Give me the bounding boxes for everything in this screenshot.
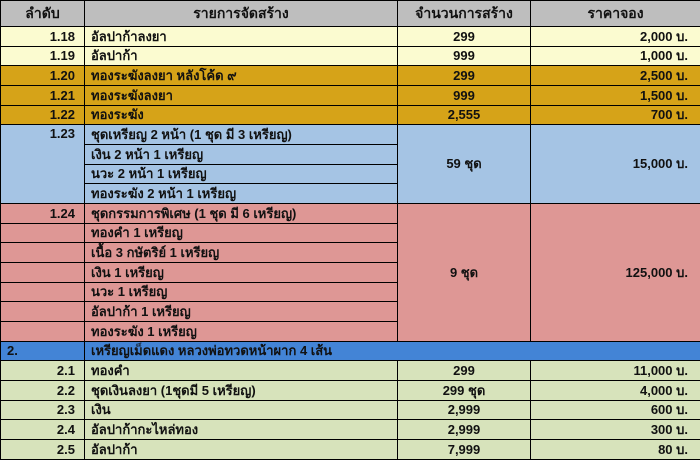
cell-qty: 299 [397,360,531,382]
cell-no [0,262,85,283]
cell-no: 1.21 [0,85,85,106]
cell-no: 1.19 [0,45,85,67]
cell-item: เงิน 2 หน้า 1 เหรียญ [84,144,398,165]
cell-title: เหรียญเม็ดแดง หลวงพ่อทวดหน้าผาก 4 เส้น [84,340,700,362]
cell-sec-no: 2. [0,340,85,362]
cell-item: ทองคำ [84,360,398,382]
table-row: 2.1 ทองคำ 299 11,000 บ. [0,360,700,382]
cell-no: 2.5 [0,439,85,460]
table-header: ลำดับ รายการจัดสร้าง จำนวนการสร้าง ราคาจ… [0,0,700,27]
header-row: ลำดับ รายการจัดสร้าง จำนวนการสร้าง ราคาจ… [0,0,700,27]
cell-qty: 7,999 [397,439,531,460]
cell-item: ทองระฆังลงยา [84,85,398,106]
cell-no: 1.18 [0,26,85,47]
cell-qty: 999 [397,85,531,106]
table-row: นวะ 1 เหรียญ [0,281,700,303]
table-row: 1.23 ชุดเหรียญ 2 หน้า (1 ชุด มี 3 เหรียญ)… [0,124,700,205]
cell-no: 1.23 [0,124,85,205]
cell-price: 300 บ. [530,419,700,441]
cell-no: 2.2 [0,380,85,401]
cell-price: 700 บ. [530,104,700,126]
table-row: 1.21 ทองระฆังลงยา 999 1,500 บ. [0,85,700,106]
cell-item: ทองคำ 1 เหรียญ [84,222,398,244]
table-row: เนื้อ 3 กษัตริย์ 1 เหรียญ [0,242,700,264]
cell-no: 1.22 [0,104,85,126]
column-header-no: ลำดับ [0,0,85,27]
cell-price: 2,000 บ. [530,26,700,47]
cell-item: อัลปาก้า [84,439,398,460]
cell-no: 2.4 [0,419,85,441]
table-row: เงิน 2 หน้า 1 เหรียญ [1,144,700,165]
cell-item: ทองระฆังลงยา หลังโค้ด ๙ [84,65,398,87]
cell-no: 2.1 [0,360,85,382]
table-row: 2.3 เงิน 2,999 600 บ. [0,399,700,421]
cell-no: 1.20 [0,65,85,87]
cell-item: เงิน [84,399,398,421]
cell-item: ทองระฆัง [84,104,398,126]
cell-qty: 999 [397,45,531,67]
cell-qty: 59 ชุด [397,124,531,205]
cell-qty: 2,999 [397,419,531,441]
cell-qty: 2,999 [397,399,531,421]
cell-no [0,222,85,244]
cell-item: อัลปาก้าลงยา [84,26,398,47]
cell-qty: 2,555 [397,104,531,126]
table-row: 2.4 อัลปาก้ากะไหล่ทอง 2,999 300 บ. [0,419,700,441]
cell-item: ทองระฆัง 1 เหรียญ [84,321,398,342]
cell-item: นวะ 2 หน้า 1 เหรียญ [84,163,398,185]
cell-item: อัลปาก้ากะไหล่ทอง [84,419,398,441]
cell-price: 1,000 บ. [530,45,700,67]
table-row: 2. เหรียญเม็ดแดง หลวงพ่อทวดหน้าผาก 4 เส้น [0,340,700,362]
cell-price: 125,000 บ. [530,203,700,342]
table-row: 1.18 อัลปาก้าลงยา 299 2,000 บ. [0,26,700,47]
cell-no [0,321,85,342]
table-row: ทองระฆัง 2 หน้า 1 เหรียญ [1,183,700,205]
cell-item: อัลปาก้า 1 เหรียญ [84,301,398,323]
table-row: 1.24 ชุดกรรมการพิเศษ (1 ชุด มี 6 เหรียญ) 9… [0,203,700,342]
table-row: 2.2 ชุดเงินลงยา (1ชุดมี 5 เหรียญ) 299 ชุด 4… [0,380,700,401]
table-body: 1.18 อัลปาก้าลงยา 299 2,000 บ. 1.19 อัลปาก้า 9… [0,26,700,460]
table-row: 1.22 ทองระฆัง 2,555 700 บ. [0,104,700,126]
cell-no [0,301,85,323]
cell-price: 80 บ. [530,439,700,460]
cell-price: 2,500 บ. [530,65,700,87]
cell-price: 1,500 บ. [530,85,700,106]
column-header-price: ราคาจอง [530,0,700,27]
cell-no [0,281,85,303]
cell-item: ชุดเงินลงยา (1ชุดมี 5 เหรียญ) [84,380,398,401]
column-header-qty: จำนวนการสร้าง [397,0,531,27]
table-row: นวะ 2 หน้า 1 เหรียญ [1,163,700,185]
cell-item: เนื้อ 3 กษัตริย์ 1 เหรียญ [84,242,398,264]
cell-qty: 9 ชุด [397,203,531,342]
table-row: 2.5 อัลปาก้า 7,999 80 บ. [0,439,700,460]
cell-price: 4,000 บ. [530,380,700,401]
table-row: 1.19 อัลปาก้า 999 1,000 บ. [0,45,700,67]
table-row: เงิน 1 เหรียญ [0,262,700,283]
cell-qty: 299 ชุด [397,380,531,401]
cell-no [0,242,85,264]
cell-price: 15,000 บ. [530,124,700,205]
table-row: 1.20 ทองระฆังลงยา หลังโค้ด ๙ 299 2,500 บ. [0,65,700,87]
cell-qty: 299 [397,26,531,47]
cell-item: เงิน 1 เหรียญ [84,262,398,283]
cell-price: 11,000 บ. [530,360,700,382]
cell-no: 2.3 [0,399,85,421]
column-header-item: รายการจัดสร้าง [84,0,398,27]
cell-item: ชุดกรรมการพิเศษ (1 ชุด มี 6 เหรียญ) [84,203,398,224]
cell-qty: 299 [397,65,531,87]
cell-no: 1.24 [0,203,85,224]
cell-price: 600 บ. [530,399,700,421]
cell-item: นวะ 1 เหรียญ [84,281,398,303]
table-row: ทองระฆัง 1 เหรียญ [0,321,700,342]
cell-item: อัลปาก้า [84,45,398,67]
cell-item: ทองระฆัง 2 หน้า 1 เหรียญ [84,183,398,205]
cell-item: ชุดเหรียญ 2 หน้า (1 ชุด มี 3 เหรียญ) [84,124,398,146]
